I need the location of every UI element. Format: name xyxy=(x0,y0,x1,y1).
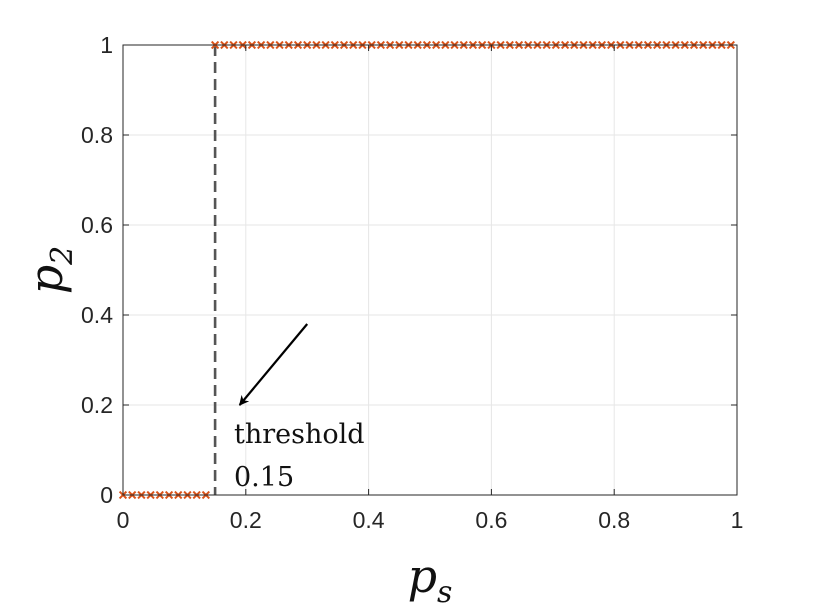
annotation: threshold 0.15 xyxy=(234,323,365,493)
y-axis-label-base: p xyxy=(19,265,73,294)
annotation-line-1: threshold xyxy=(234,419,365,450)
y-tick-label-3: 0.6 xyxy=(81,212,113,238)
annotation-arrow xyxy=(238,323,309,406)
axes xyxy=(122,44,738,496)
x-axis-label-base: p xyxy=(408,549,437,603)
x-tick-label-5: 1 xyxy=(731,507,744,533)
y-tick-label-4: 0.8 xyxy=(81,122,113,148)
axes-box xyxy=(122,44,738,496)
y-tick-label-2: 0.4 xyxy=(81,302,113,328)
x-tick-label-2: 0.4 xyxy=(353,507,385,533)
svg-text:p2: p2 xyxy=(19,246,80,295)
y-tick-label-1: 0.2 xyxy=(81,392,113,418)
x-tick-label-4: 0.8 xyxy=(598,507,630,533)
grid xyxy=(123,45,737,495)
annotation-line-2: 0.15 xyxy=(234,462,294,493)
x-tick-label-3: 0.6 xyxy=(475,507,507,533)
plot-area xyxy=(123,45,737,495)
y-tick-label-0: 0 xyxy=(100,482,113,508)
tick-labels: 0 0.2 0.4 0.6 0.8 1 0 0.2 0.4 0.6 0.8 1 xyxy=(81,32,743,533)
y-axis-label-sub: 2 xyxy=(45,246,80,266)
y-axis-label: p2 xyxy=(19,246,80,295)
x-axis-label-sub: s xyxy=(437,575,452,610)
x-tick-label-1: 0.2 xyxy=(230,507,262,533)
x-tick-label-0: 0 xyxy=(117,507,130,533)
x-axis-label: ps xyxy=(408,549,453,610)
y-tick-label-5: 1 xyxy=(100,32,113,58)
